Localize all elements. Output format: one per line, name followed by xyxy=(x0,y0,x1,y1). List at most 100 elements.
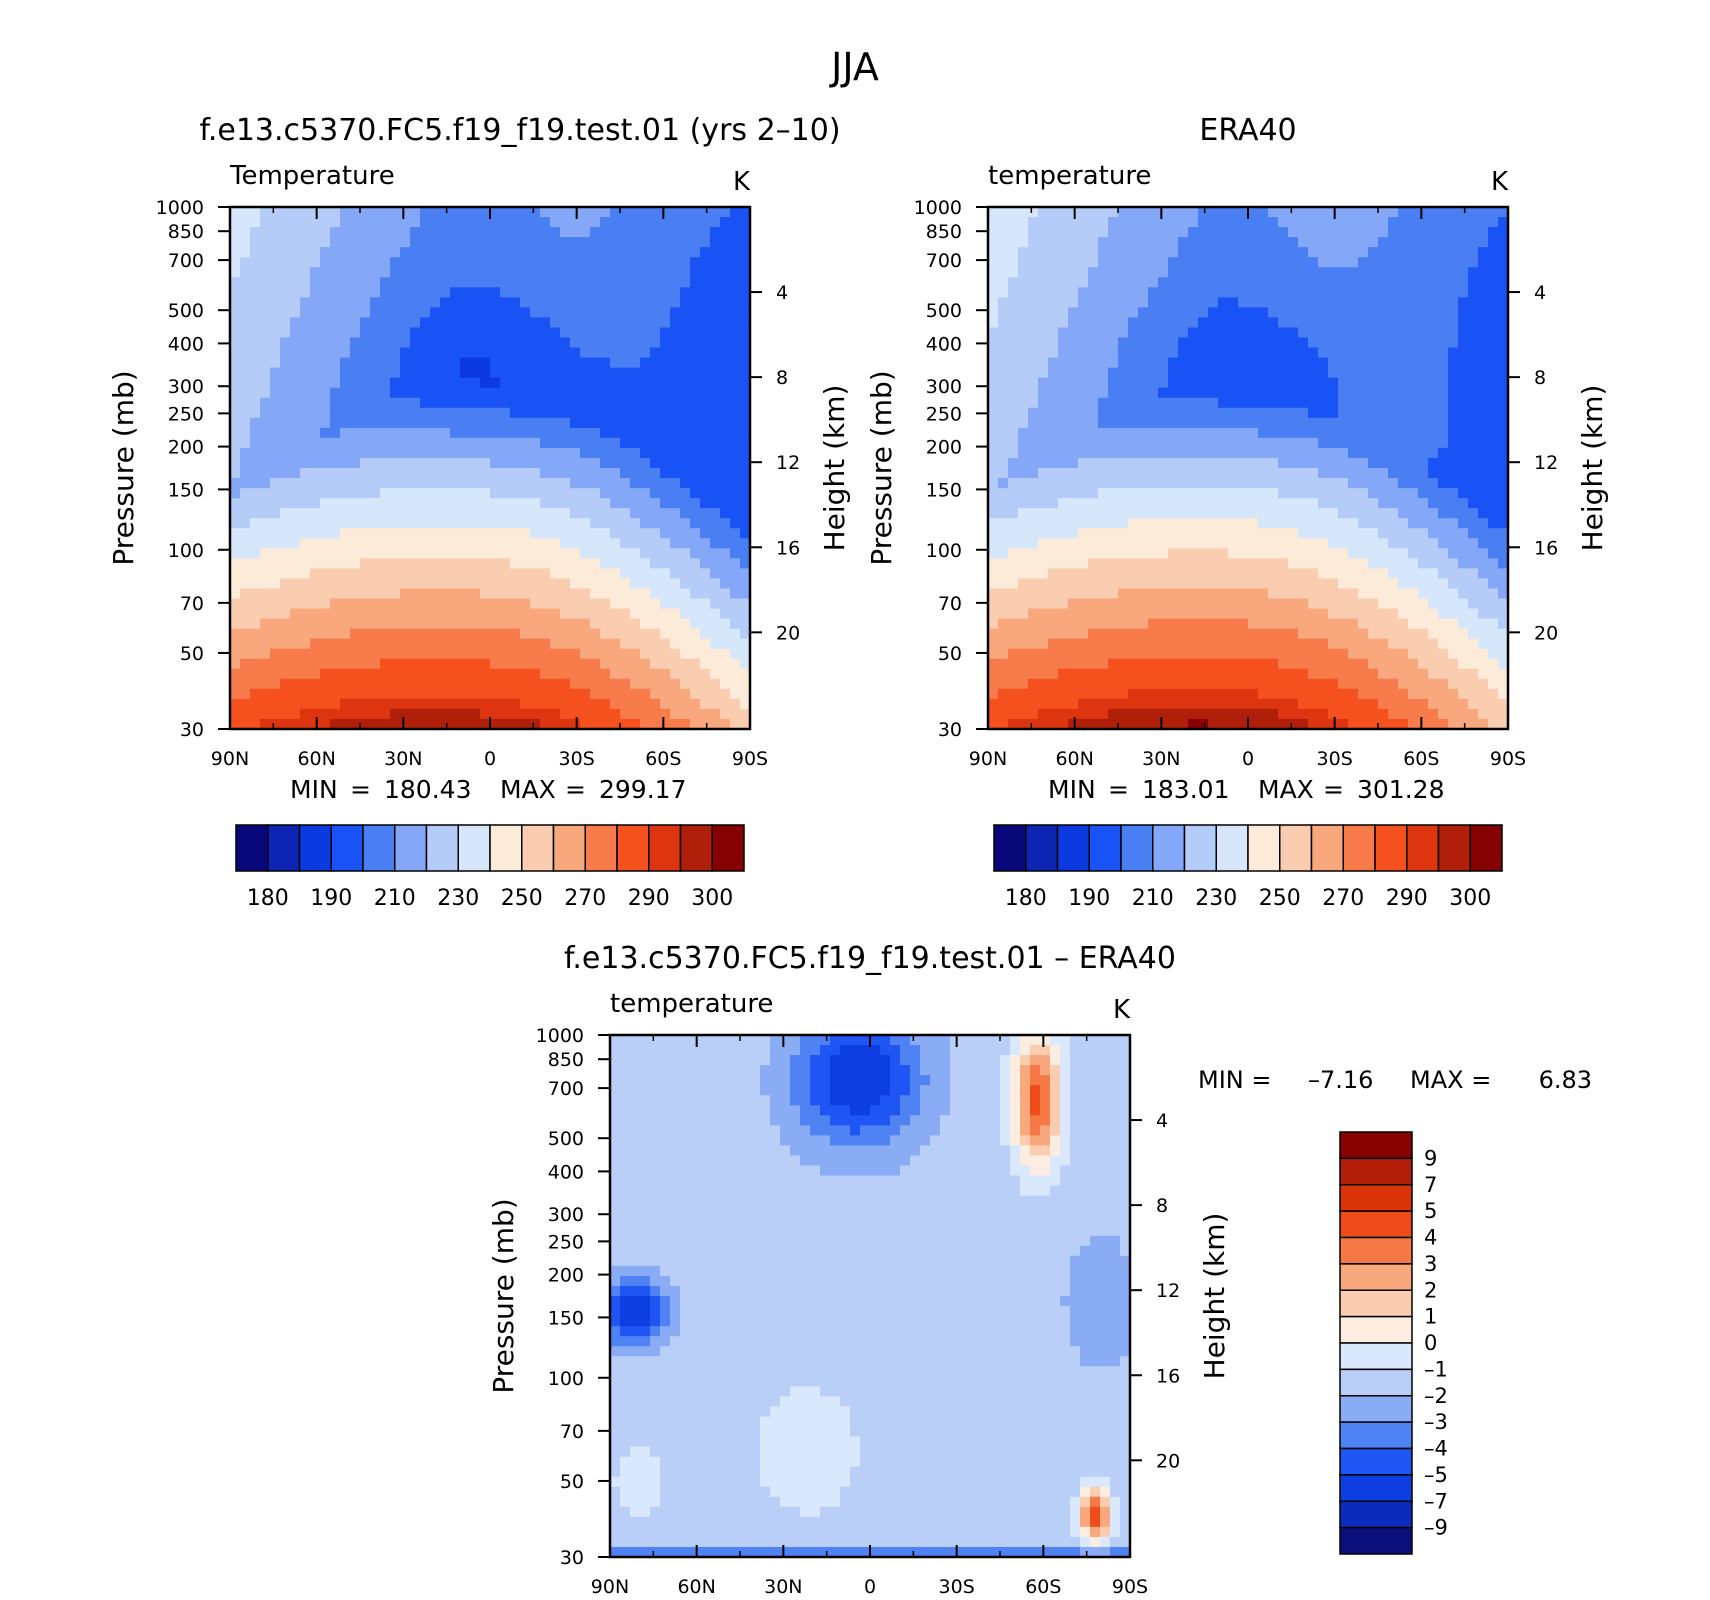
field-cell xyxy=(1168,357,1329,369)
colorbar-label: –1 xyxy=(1424,1357,1448,1381)
field-cell xyxy=(810,1065,831,1076)
field-cell xyxy=(1100,1526,1111,1538)
field-cell xyxy=(1368,628,1429,640)
field-cell xyxy=(988,227,1029,238)
field-cell xyxy=(850,1466,1131,1478)
field-cell xyxy=(1030,1105,1041,1116)
field-cell xyxy=(460,367,491,379)
field-cell xyxy=(1488,548,1509,559)
field-cell xyxy=(300,297,371,308)
field-cell xyxy=(1338,387,1449,399)
x-tick-label: 30N xyxy=(384,748,422,770)
field-cell xyxy=(640,518,691,529)
field-cell xyxy=(1308,598,1379,610)
field-cell xyxy=(1008,478,1349,489)
field-cell xyxy=(770,1115,801,1126)
field-cell xyxy=(380,287,451,298)
field-cell xyxy=(988,357,1049,369)
field-cell xyxy=(240,257,321,268)
y-tick-label: 500 xyxy=(926,300,962,322)
field-cell xyxy=(390,708,481,720)
x-tick-label: 90S xyxy=(732,748,768,770)
field-cell xyxy=(1000,1125,1011,1136)
field-cell xyxy=(1288,558,1369,569)
panel-obs-min-value: 183.01 xyxy=(1142,775,1229,804)
field-cell xyxy=(620,1486,661,1498)
field-cell xyxy=(790,1075,811,1086)
field-cell xyxy=(1278,488,1369,499)
field-cell xyxy=(1110,1496,1121,1508)
field-cell xyxy=(720,608,751,620)
field-cell xyxy=(850,1105,871,1116)
field-cell xyxy=(290,608,561,620)
field-cell xyxy=(260,217,341,228)
field-cell xyxy=(230,427,251,439)
field-cell xyxy=(988,277,1009,288)
field-cell xyxy=(760,1476,851,1488)
field-cell xyxy=(1088,558,1289,569)
field-cell xyxy=(1080,1546,1111,1558)
field-cell xyxy=(670,1296,681,1307)
field-cell xyxy=(920,1095,951,1106)
field-cell xyxy=(1278,317,1459,329)
field-cell xyxy=(340,698,521,710)
panel-diff-units: K xyxy=(1113,995,1131,1025)
field-cell xyxy=(660,598,711,610)
field-cell xyxy=(1030,1065,1041,1076)
field-cell xyxy=(280,337,351,349)
colorbar-swatch xyxy=(1339,1315,1413,1344)
field-cell xyxy=(330,387,391,399)
x-tick-label: 60N xyxy=(677,1576,715,1598)
field-cell xyxy=(760,1456,861,1468)
field-cell xyxy=(1028,407,1099,419)
field-cell xyxy=(1060,1125,1071,1136)
panel-diff-colorbar: 9 75 432 10–1 –2–3 –4–5–7 –9 xyxy=(1339,1131,1448,1555)
panel-diff-left-string: temperature xyxy=(610,989,773,1019)
field-cell xyxy=(640,548,691,559)
field-cell xyxy=(340,427,451,439)
field-cell xyxy=(988,337,1059,349)
field-cell xyxy=(1448,417,1509,429)
colorbar-label: 9 xyxy=(1424,1146,1437,1170)
field-cell xyxy=(1018,267,1089,278)
field-cell xyxy=(1040,1095,1051,1106)
field-cell xyxy=(1358,257,1479,268)
field-cell xyxy=(1458,688,1499,700)
y-tick-label: 150 xyxy=(926,479,962,501)
field-cell xyxy=(988,387,1039,399)
field-cell xyxy=(1278,658,1369,670)
field-cell xyxy=(1448,678,1489,690)
field-cell xyxy=(270,478,571,489)
field-cell xyxy=(920,1145,1011,1157)
field-cell xyxy=(1068,718,1189,730)
field-cell xyxy=(680,297,751,308)
field-cell xyxy=(1498,558,1509,569)
field-cell xyxy=(1348,447,1439,459)
field-cell xyxy=(1218,297,1239,308)
field-cell xyxy=(1108,217,1199,228)
field-cell xyxy=(230,708,301,720)
colorbar-swatch xyxy=(1339,1421,1413,1450)
field-cell xyxy=(610,1336,651,1347)
field-cell xyxy=(610,1205,1131,1217)
field-cell xyxy=(620,1466,661,1478)
colorbar-label: 210 xyxy=(1132,886,1174,911)
field-cell xyxy=(700,698,741,710)
field-cell xyxy=(610,1245,1081,1257)
field-cell xyxy=(230,568,311,580)
field-cell xyxy=(1438,508,1479,519)
field-cell xyxy=(660,1496,781,1508)
field-cell xyxy=(920,1085,951,1096)
field-cell xyxy=(810,1085,831,1096)
field-cell xyxy=(1058,327,1129,339)
field-cell xyxy=(1168,257,1319,268)
field-cell xyxy=(1208,718,1309,730)
colorbar-swatch xyxy=(1339,1289,1413,1318)
field-cell xyxy=(988,417,1029,429)
field-cell xyxy=(580,648,641,660)
colorbar-swatch xyxy=(521,824,555,872)
field-cell xyxy=(410,227,561,238)
field-cell xyxy=(610,1175,1021,1187)
field-cell xyxy=(1488,718,1509,730)
field-cell xyxy=(1010,1145,1021,1157)
